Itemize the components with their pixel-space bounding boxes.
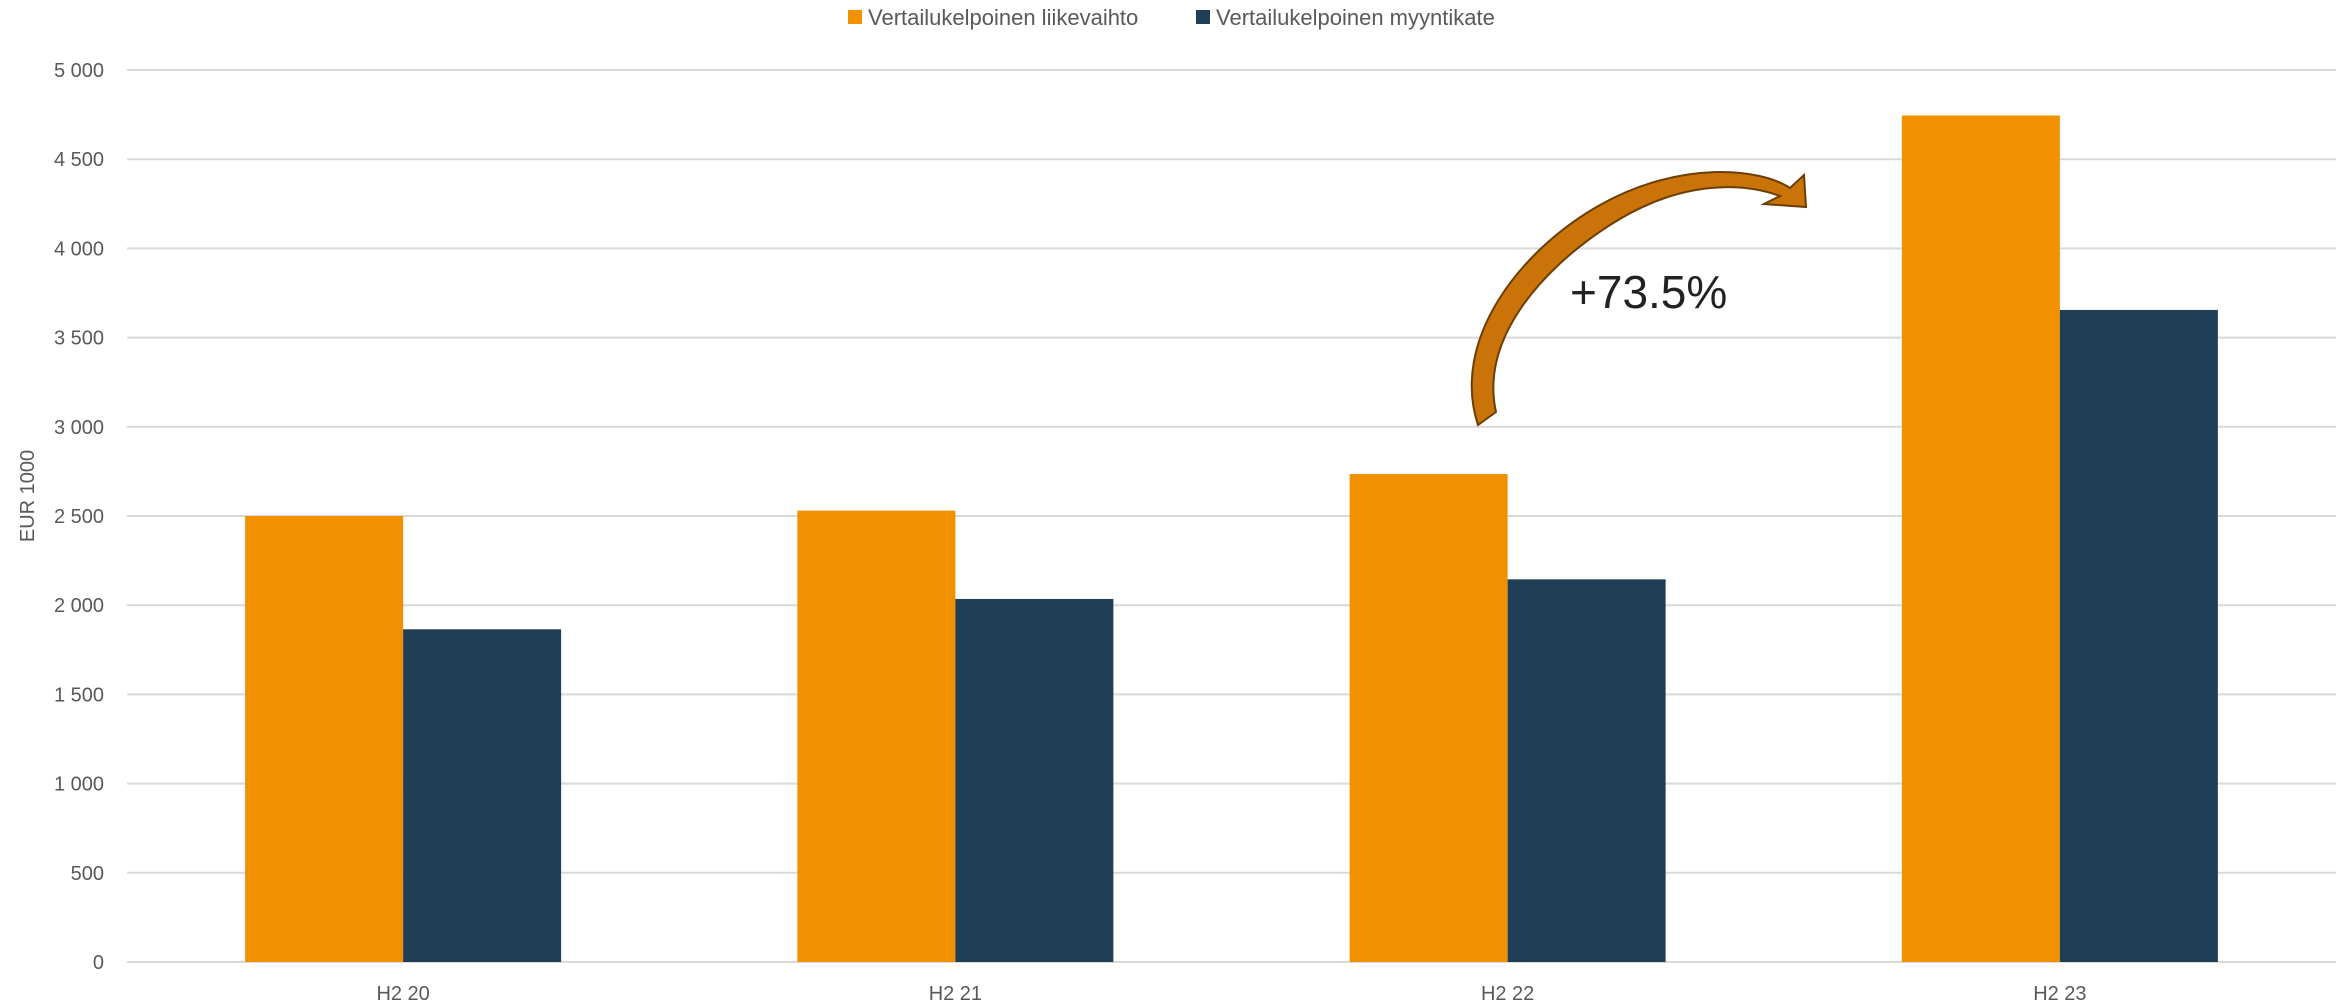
x-tick-label: H2 21 — [929, 983, 982, 1005]
legend-label: Vertailukelpoinen liikevaihto — [868, 5, 1138, 30]
x-tick-label: H2 22 — [1481, 983, 1534, 1005]
bar-liikevaihto-h2-22 — [1349, 474, 1508, 962]
bar-liikevaihto-h2-21 — [797, 510, 956, 962]
x-tick-label: H2 23 — [2033, 983, 2086, 1005]
bar-liikevaihto-h2-20 — [245, 516, 404, 962]
growth-label: +73.5% — [1570, 266, 1727, 318]
y-tick-label: 4 500 — [54, 149, 104, 171]
x-tick-label: H2 20 — [376, 983, 429, 1005]
legend: Vertailukelpoinen liikevaihto Vertailukel… — [848, 5, 1495, 30]
y-tick-label: 1 500 — [54, 684, 104, 706]
bar-myyntikate-h2-20 — [403, 629, 562, 962]
bar-liikevaihto-h2-23 — [1901, 115, 2060, 962]
y-tick-label: 2 500 — [54, 506, 104, 528]
bar-myyntikate-h2-23 — [2059, 309, 2218, 962]
x-axis-ticks: H2 20 H2 21 H2 22 H2 23 — [376, 983, 2086, 1005]
bars — [245, 115, 2218, 962]
y-tick-label: 500 — [71, 863, 104, 885]
y-axis-label: EUR 1000 — [17, 450, 39, 542]
y-tick-label: 0 — [93, 952, 104, 974]
legend-swatch — [1196, 10, 1210, 24]
growth-annotation: +73.5% — [1470, 171, 1808, 427]
y-tick-label: 1 000 — [54, 774, 104, 796]
y-tick-label: 3 500 — [54, 328, 104, 350]
y-tick-label: 4 000 — [54, 238, 104, 260]
y-tick-label: 5 000 — [54, 60, 104, 82]
y-axis-ticks: 0 500 1 000 1 500 2 000 2 500 3 000 3 500 4 000 4… — [54, 60, 104, 974]
y-tick-label: 2 000 — [54, 595, 104, 617]
legend-swatch — [848, 10, 862, 24]
bar-myyntikate-h2-21 — [955, 598, 1114, 962]
bar-myyntikate-h2-22 — [1507, 579, 1666, 962]
legend-label: Vertailukelpoinen myyntikate — [1216, 5, 1495, 30]
y-tick-label: 3 000 — [54, 417, 104, 439]
growth-arrow — [1470, 171, 1808, 427]
